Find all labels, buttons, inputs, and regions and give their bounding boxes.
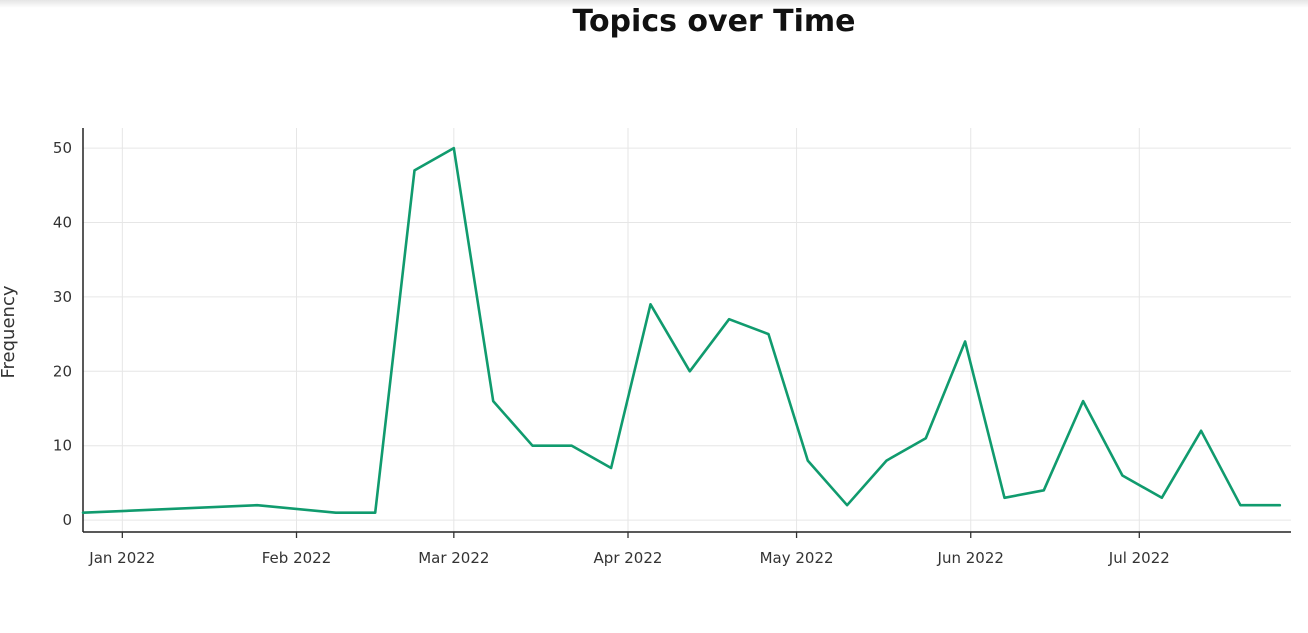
y-tick-label: 20 [53, 362, 72, 380]
vertical-gridlines [121, 128, 1140, 532]
y-tick-label: 40 [53, 213, 72, 231]
y-axis-title: Frequency [0, 285, 19, 378]
x-tick-label: Apr 2022 [594, 549, 663, 567]
x-tick-label: Jun 2022 [937, 549, 1004, 567]
series-line-0 [81, 146, 1282, 515]
horizontal-gridlines [83, 147, 1291, 521]
x-tick-label: Jan 2022 [88, 549, 155, 567]
y-tick-label: 50 [53, 139, 72, 157]
x-axis-ticks: Jan 2022 Feb 2022 Mar 2022 Apr 2022 May 2022… [88, 532, 1170, 567]
x-tick-label: Mar 2022 [418, 549, 489, 567]
top-shadow [0, 0, 1308, 8]
y-axis-ticks: 0 10 20 30 40 50 [53, 139, 72, 529]
x-tick-label: May 2022 [760, 549, 834, 567]
x-tick-label: Jul 2022 [1108, 549, 1170, 567]
y-tick-label: 0 [62, 511, 72, 529]
x-tick-label: Feb 2022 [262, 549, 332, 567]
chart-title: Topics over Time [572, 4, 856, 39]
y-tick-label: 10 [53, 437, 72, 455]
series-layer [81, 146, 1282, 515]
y-tick-label: 30 [53, 288, 72, 306]
axes [82, 128, 1291, 533]
